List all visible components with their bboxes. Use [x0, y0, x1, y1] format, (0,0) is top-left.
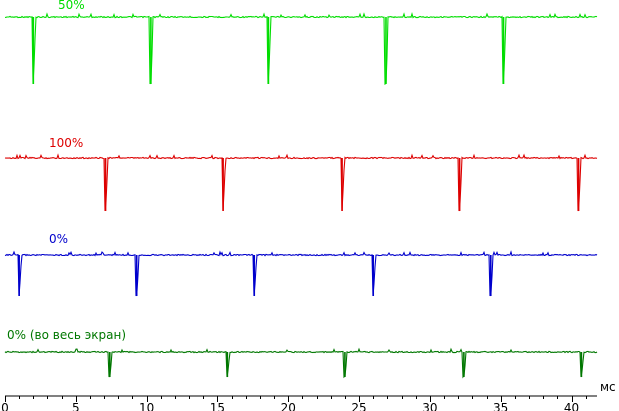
- x-tick-label: 25: [351, 401, 366, 411]
- series-trace: [4, 347, 598, 379]
- series-2: 100%: [4, 136, 598, 212]
- x-axis-unit-label: мс: [600, 380, 616, 394]
- x-tick-label: 20: [281, 401, 296, 411]
- series-3: 0%: [4, 232, 598, 297]
- series-layer: 50% 100% 0% 0% (во весь экран): [4, 0, 598, 379]
- x-tick-label: 30: [422, 401, 437, 411]
- x-tick-label: 15: [210, 401, 225, 411]
- series-label: 0% (во весь экран): [7, 328, 126, 342]
- series-1: 50%: [4, 0, 598, 85]
- series-label: 50%: [58, 0, 85, 12]
- x-tick-label: 35: [493, 401, 508, 411]
- x-tick-label: 10: [139, 401, 154, 411]
- series-label: 0%: [49, 232, 68, 246]
- x-tick-label: 0: [1, 401, 9, 411]
- x-axis: 0 5 10 15 20 25 30 35 40: [1, 395, 597, 411]
- x-tick-label: 40: [564, 401, 579, 411]
- series-trace: [4, 250, 598, 297]
- series-trace: [4, 12, 598, 85]
- series-trace: [4, 153, 598, 212]
- series-label: 100%: [49, 136, 83, 150]
- x-tick-label: 5: [72, 401, 80, 411]
- series-4: 0% (во весь экран): [4, 328, 598, 379]
